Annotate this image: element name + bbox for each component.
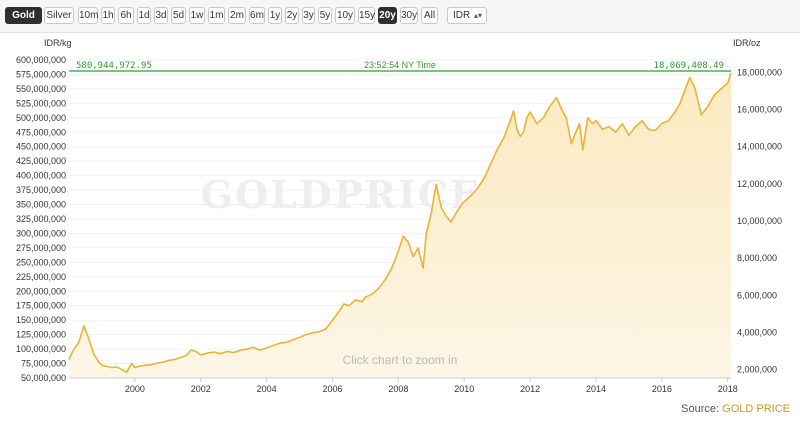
range-button-all[interactable]: All [421,7,438,24]
y-tick-label-right: 10,000,000 [737,216,782,226]
y-tick-label-right: 12,000,000 [737,179,782,189]
range-button-6m[interactable]: 6m [249,7,265,24]
range-button-2m[interactable]: 2m [228,7,246,24]
range-button-5d[interactable]: 5d [171,7,186,24]
y-tick-label-right: 18,000,000 [737,67,782,77]
x-tick-label: 2000 [125,384,145,394]
range-button-1d[interactable]: 1d [137,7,151,24]
range-button-3d[interactable]: 3d [154,7,168,24]
y-tick-label-right: 6,000,000 [737,290,777,300]
x-axis: 2000 2002 2004 2006 2008 2010 2012 2014 2016 2018 [125,378,738,394]
toolbar: Gold Silver 10m 1h 6h 1d 3d 5d 1w 1m 2m 6m 1y 2y 3y 5… [0,0,800,33]
y-axis-right: 2,000,000 4,000,000 6,000,000 8,000,000 10,0… [737,67,782,374]
currency-select[interactable]: IDR ▴▾ [447,7,487,24]
range-button-10y[interactable]: 10y [335,7,355,24]
x-tick-label: 2012 [520,384,540,394]
y-tick-label-left: 150,000,000 [16,315,66,325]
range-button-3y[interactable]: 3y [302,7,315,24]
y-tick-label-left: 225,000,000 [16,272,66,282]
range-button-1m[interactable]: 1m [208,7,225,24]
source-credit: Source: GOLD PRICE [681,403,790,415]
y-tick-label-left: 450,000,000 [16,142,66,152]
metal-button-silver[interactable]: Silver [44,7,74,24]
current-value-kg: 580,944,972.95 [76,61,152,71]
left-axis-title: IDR/kg [44,38,72,48]
x-tick-label: 2018 [718,384,738,394]
source-link[interactable]: GOLD PRICE [722,403,790,415]
y-tick-label-left: 525,000,000 [16,98,66,108]
price-area-fill [69,72,731,378]
y-tick-label-left: 425,000,000 [16,156,66,166]
y-tick-label-right: 14,000,000 [737,142,782,152]
x-tick-label: 2016 [652,384,672,394]
range-button-15y[interactable]: 15y [358,7,375,24]
y-tick-label-right: 8,000,000 [737,253,777,263]
current-value-oz: 18,069,408.49 [654,61,724,71]
range-button-10m[interactable]: 10m [78,7,98,24]
source-prefix: Source: [681,403,723,415]
y-tick-label-left: 400,000,000 [16,171,66,181]
y-tick-label-left: 50,000,000 [21,373,66,383]
range-button-30y[interactable]: 30y [400,7,418,24]
range-button-2y[interactable]: 2y [285,7,299,24]
currency-select-value: IDR [453,10,471,21]
range-button-1h[interactable]: 1h [101,7,115,24]
x-tick-label: 2010 [454,384,474,394]
y-tick-label-left: 600,000,000 [16,55,66,65]
zoom-hint: Click chart to zoom in [343,353,458,367]
y-tick-label-left: 200,000,000 [16,286,66,296]
y-tick-label-right: 2,000,000 [737,365,777,375]
range-button-20y[interactable]: 20y [378,7,397,24]
y-tick-label-left: 375,000,000 [16,185,66,195]
y-axis-left: 50,000,000 75,000,000 100,000,000 125,000,0… [16,55,66,383]
y-tick-label-right: 16,000,000 [737,104,782,114]
current-time: 23:52:54 NY Time [364,60,436,70]
range-button-6h[interactable]: 6h [118,7,134,24]
range-button-1w[interactable]: 1w [189,7,205,24]
y-tick-label-left: 75,000,000 [21,359,66,369]
y-tick-label-left: 500,000,000 [16,113,66,123]
metal-button-gold[interactable]: Gold [5,7,42,24]
x-tick-label: 2006 [322,384,342,394]
y-tick-label-left: 275,000,000 [16,243,66,253]
y-tick-label-left: 550,000,000 [16,84,66,94]
y-tick-label-left: 475,000,000 [16,127,66,137]
x-tick-label: 2004 [257,384,277,394]
range-button-1y[interactable]: 1y [268,7,282,24]
y-tick-label-left: 350,000,000 [16,200,66,210]
y-tick-label-left: 250,000,000 [16,257,66,267]
y-tick-label-left: 325,000,000 [16,214,66,224]
gold-price-chart[interactable]: GOLDPRICE.ORG 580,944,972.95 23:52:54 NY… [0,33,800,401]
price-line [68,72,732,373]
y-tick-label-left: 125,000,000 [16,330,66,340]
x-tick-label: 2002 [191,384,211,394]
y-tick-label-left: 575,000,000 [16,69,66,79]
chevron-updown-icon: ▴▾ [473,11,482,20]
right-axis-title: IDR/oz [733,38,761,48]
y-tick-label-left: 175,000,000 [16,301,66,311]
range-button-5y[interactable]: 5y [318,7,332,24]
y-tick-label-right: 4,000,000 [737,328,777,338]
x-tick-label: 2008 [388,384,408,394]
x-tick-label: 2014 [586,384,606,394]
y-tick-label-left: 100,000,000 [16,344,66,354]
y-tick-label-left: 300,000,000 [16,228,66,238]
